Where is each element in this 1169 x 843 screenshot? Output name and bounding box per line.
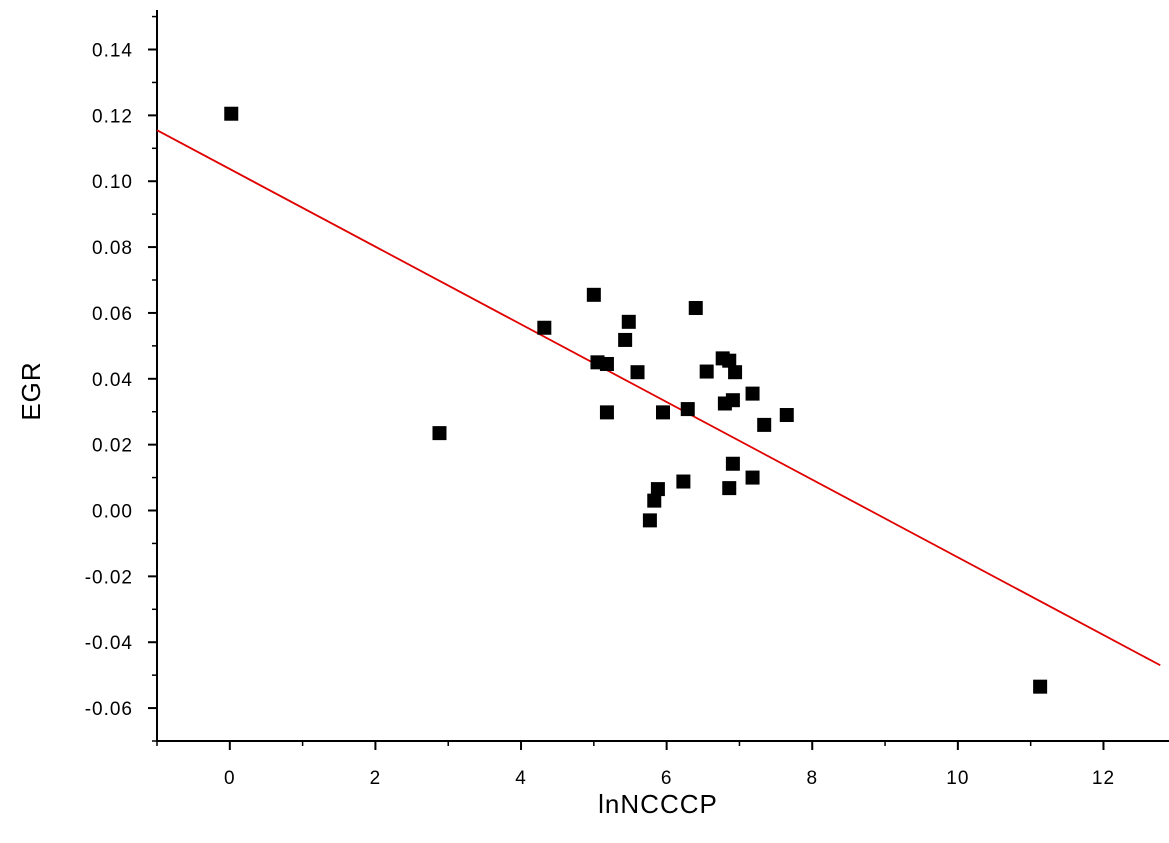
axes	[156, 10, 1169, 742]
x-axis-ticks: 0 2 4 6 8 10 12	[156, 741, 1115, 789]
data-point	[432, 426, 447, 441]
data-point	[647, 493, 662, 508]
data-point	[599, 405, 614, 420]
data-point	[680, 402, 695, 417]
data-point	[537, 320, 552, 335]
data-point	[725, 456, 740, 471]
data-point	[642, 513, 657, 528]
y-tick-label: 0.10	[92, 172, 133, 193]
data-point	[728, 365, 743, 380]
data-point	[650, 482, 665, 497]
x-tick-label: 10	[946, 768, 969, 789]
y-tick-label: 0.02	[92, 436, 133, 457]
data-point	[722, 481, 737, 496]
data-point	[599, 356, 614, 371]
x-tick-label: 6	[661, 768, 673, 789]
y-tick-label: 0.06	[92, 304, 133, 325]
x-tick-label: 12	[1092, 768, 1115, 789]
x-axis-label: lnNCCCP	[598, 789, 718, 819]
data-point	[722, 353, 737, 368]
data-point	[586, 287, 601, 302]
data-point	[725, 393, 740, 408]
data-point	[699, 364, 714, 379]
data-point	[224, 106, 239, 121]
data-point	[621, 314, 636, 329]
data-point	[618, 332, 633, 347]
y-tick-label: -0.02	[85, 567, 133, 588]
y-tick-label: -0.06	[85, 699, 133, 720]
y-axis-label: EGR	[16, 361, 46, 420]
data-point	[1033, 679, 1048, 694]
y-tick-label: -0.04	[85, 633, 133, 654]
y-tick-label: 0.14	[92, 41, 133, 62]
data-point	[779, 408, 794, 423]
data-point	[688, 300, 703, 315]
data-point	[757, 417, 772, 432]
y-axis-ticks: -0.06 -0.04 -0.02 0.00 0.02 0.04 0.06 0.08 0.10 0…	[85, 15, 157, 742]
data-point	[676, 474, 691, 489]
data-point	[745, 470, 760, 485]
regression-line	[156, 129, 1161, 667]
x-tick-label: 8	[806, 768, 818, 789]
y-tick-label: 0.12	[92, 106, 133, 127]
x-tick-label: 4	[515, 768, 527, 789]
y-tick-label: 0.00	[92, 502, 133, 523]
data-points	[224, 106, 1048, 694]
x-tick-label: 0	[224, 768, 236, 789]
data-point	[630, 365, 645, 380]
y-tick-label: 0.04	[92, 370, 133, 391]
y-tick-label: 0.08	[92, 238, 133, 259]
x-tick-label: 2	[370, 768, 382, 789]
fit-line-group	[156, 129, 1161, 667]
data-point	[745, 386, 760, 401]
data-point	[656, 405, 670, 420]
